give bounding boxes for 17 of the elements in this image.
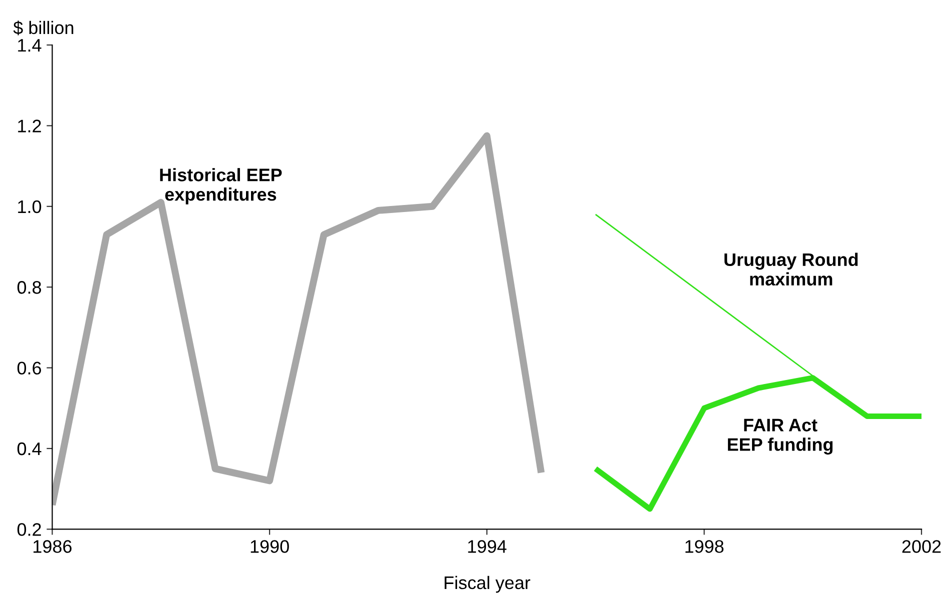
x-tick-label: 1986 xyxy=(34,540,72,553)
y-tick-label: 0.8 xyxy=(17,281,42,294)
x-tick-label: 1994 xyxy=(468,540,506,553)
series-label: FAIR Act EEP funding xyxy=(728,418,833,455)
y-tick-label: 0.2 xyxy=(17,523,41,536)
y-axis-title: $ billion xyxy=(13,20,74,36)
y-tick-label: 0.6 xyxy=(17,362,42,375)
x-tick-label: 1998 xyxy=(685,540,724,553)
y-tick-label: 1.2 xyxy=(18,120,41,132)
y-tick-label: 0.4 xyxy=(17,442,42,456)
x-axis-title: Fiscal year xyxy=(444,576,530,593)
y-tick-label: 1.0 xyxy=(18,200,42,214)
series-label: Uruguay Round maximum xyxy=(724,252,858,286)
x-tick-label: 2002 xyxy=(902,540,941,553)
x-tick-label: 1990 xyxy=(250,540,289,553)
series-label: Historical EEP expenditures xyxy=(160,168,282,204)
y-tick-label: 1.4 xyxy=(18,39,42,52)
